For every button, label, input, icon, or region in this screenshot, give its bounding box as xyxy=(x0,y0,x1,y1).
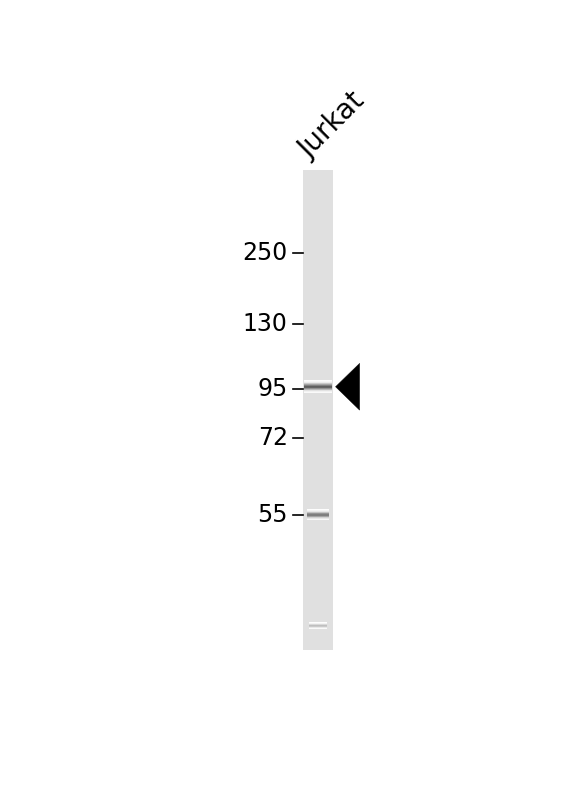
Text: Jurkat: Jurkat xyxy=(294,87,371,164)
Text: 250: 250 xyxy=(242,241,288,265)
Polygon shape xyxy=(336,363,359,410)
Text: 130: 130 xyxy=(243,312,288,336)
Text: 95: 95 xyxy=(258,377,288,401)
Bar xyxy=(303,170,333,650)
Text: 55: 55 xyxy=(257,503,288,527)
Text: 72: 72 xyxy=(258,426,288,450)
